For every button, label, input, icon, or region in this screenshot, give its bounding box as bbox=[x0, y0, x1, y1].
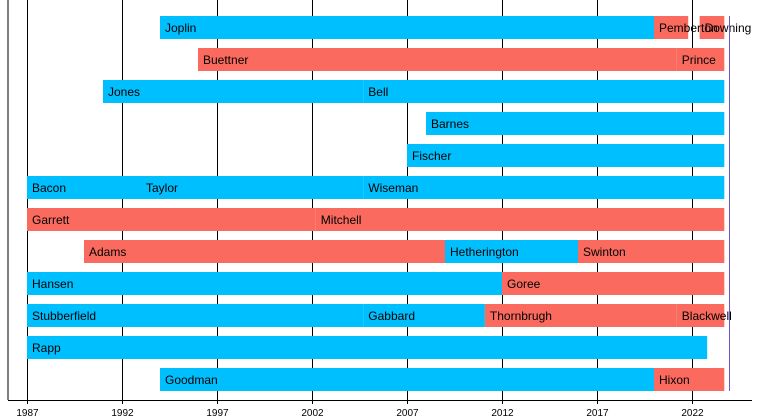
timeline-bar bbox=[198, 48, 677, 71]
timeline-bar bbox=[27, 208, 316, 231]
bar-label: Downing bbox=[705, 21, 752, 35]
bar-label: Jones bbox=[108, 85, 140, 99]
timeline-bar bbox=[27, 336, 708, 359]
timeline-bar bbox=[676, 304, 725, 327]
bar-label: Buettner bbox=[203, 53, 248, 67]
tick-label: 2007 bbox=[396, 408, 419, 419]
tick-label: 1997 bbox=[206, 408, 229, 419]
bar-label: Thornbrugh bbox=[490, 309, 552, 323]
bar-label: Stubberfield bbox=[32, 309, 96, 323]
timeline-bar bbox=[84, 240, 445, 263]
tick-label: 2022 bbox=[681, 408, 704, 419]
timeline-bar bbox=[654, 16, 689, 39]
x-axis: 1987 1992 1997 2002 2007 2012 2017 2022 bbox=[8, 400, 752, 419]
timeline-bar bbox=[407, 144, 725, 167]
bar-label: Goree bbox=[507, 277, 541, 291]
timeline-bar bbox=[160, 16, 654, 39]
bar-label: Bacon bbox=[32, 181, 66, 195]
bar-label: Rapp bbox=[32, 341, 61, 355]
tick-label: 2017 bbox=[586, 408, 609, 419]
bar-label: Fischer bbox=[412, 149, 451, 163]
bar-label: Goodman bbox=[165, 373, 218, 387]
bar-label: Hixon bbox=[659, 373, 690, 387]
timeline-bar bbox=[363, 304, 485, 327]
bar-label: Joplin bbox=[165, 21, 196, 35]
timeline-bar bbox=[502, 272, 725, 295]
timeline-bar bbox=[654, 368, 725, 391]
bar-label: Hetherington bbox=[450, 245, 519, 259]
bar-label: Garrett bbox=[32, 213, 70, 227]
tick-label: 1987 bbox=[16, 408, 39, 419]
timeline-bar bbox=[484, 304, 677, 327]
timeline-bar bbox=[27, 176, 141, 199]
bar-label: Wiseman bbox=[368, 181, 418, 195]
bar-label: Gabbard bbox=[368, 309, 415, 323]
bar-label: Barnes bbox=[431, 117, 469, 131]
timeline-bar bbox=[578, 240, 725, 263]
timeline-bar bbox=[315, 208, 725, 231]
timeline-bar bbox=[363, 80, 725, 103]
timeline-bar bbox=[699, 16, 725, 39]
timeline-bar bbox=[426, 112, 725, 135]
bar-label: Blackwell bbox=[682, 309, 732, 323]
timeline-bar bbox=[103, 80, 364, 103]
bar-label: Swinton bbox=[583, 245, 626, 259]
bar-label: Taylor bbox=[146, 181, 178, 195]
timeline-bar bbox=[141, 176, 364, 199]
tick-label: 2002 bbox=[301, 408, 324, 419]
timeline-bar bbox=[160, 368, 654, 391]
timeline-bar bbox=[27, 272, 502, 295]
tick-label: 1992 bbox=[111, 408, 134, 419]
timeline-bar bbox=[676, 48, 725, 71]
bar-label: Hansen bbox=[32, 277, 73, 291]
bar-label: Adams bbox=[89, 245, 126, 259]
timeline-bar bbox=[445, 240, 578, 263]
bar-label: Prince bbox=[682, 53, 716, 67]
bar-label: Pemberton bbox=[659, 21, 718, 35]
tick-label: 2012 bbox=[491, 408, 514, 419]
bar-label: Mitchell bbox=[321, 213, 362, 227]
bar-label: Bell bbox=[368, 85, 388, 99]
timeline-bar bbox=[363, 176, 725, 199]
timeline-bar bbox=[27, 304, 364, 327]
